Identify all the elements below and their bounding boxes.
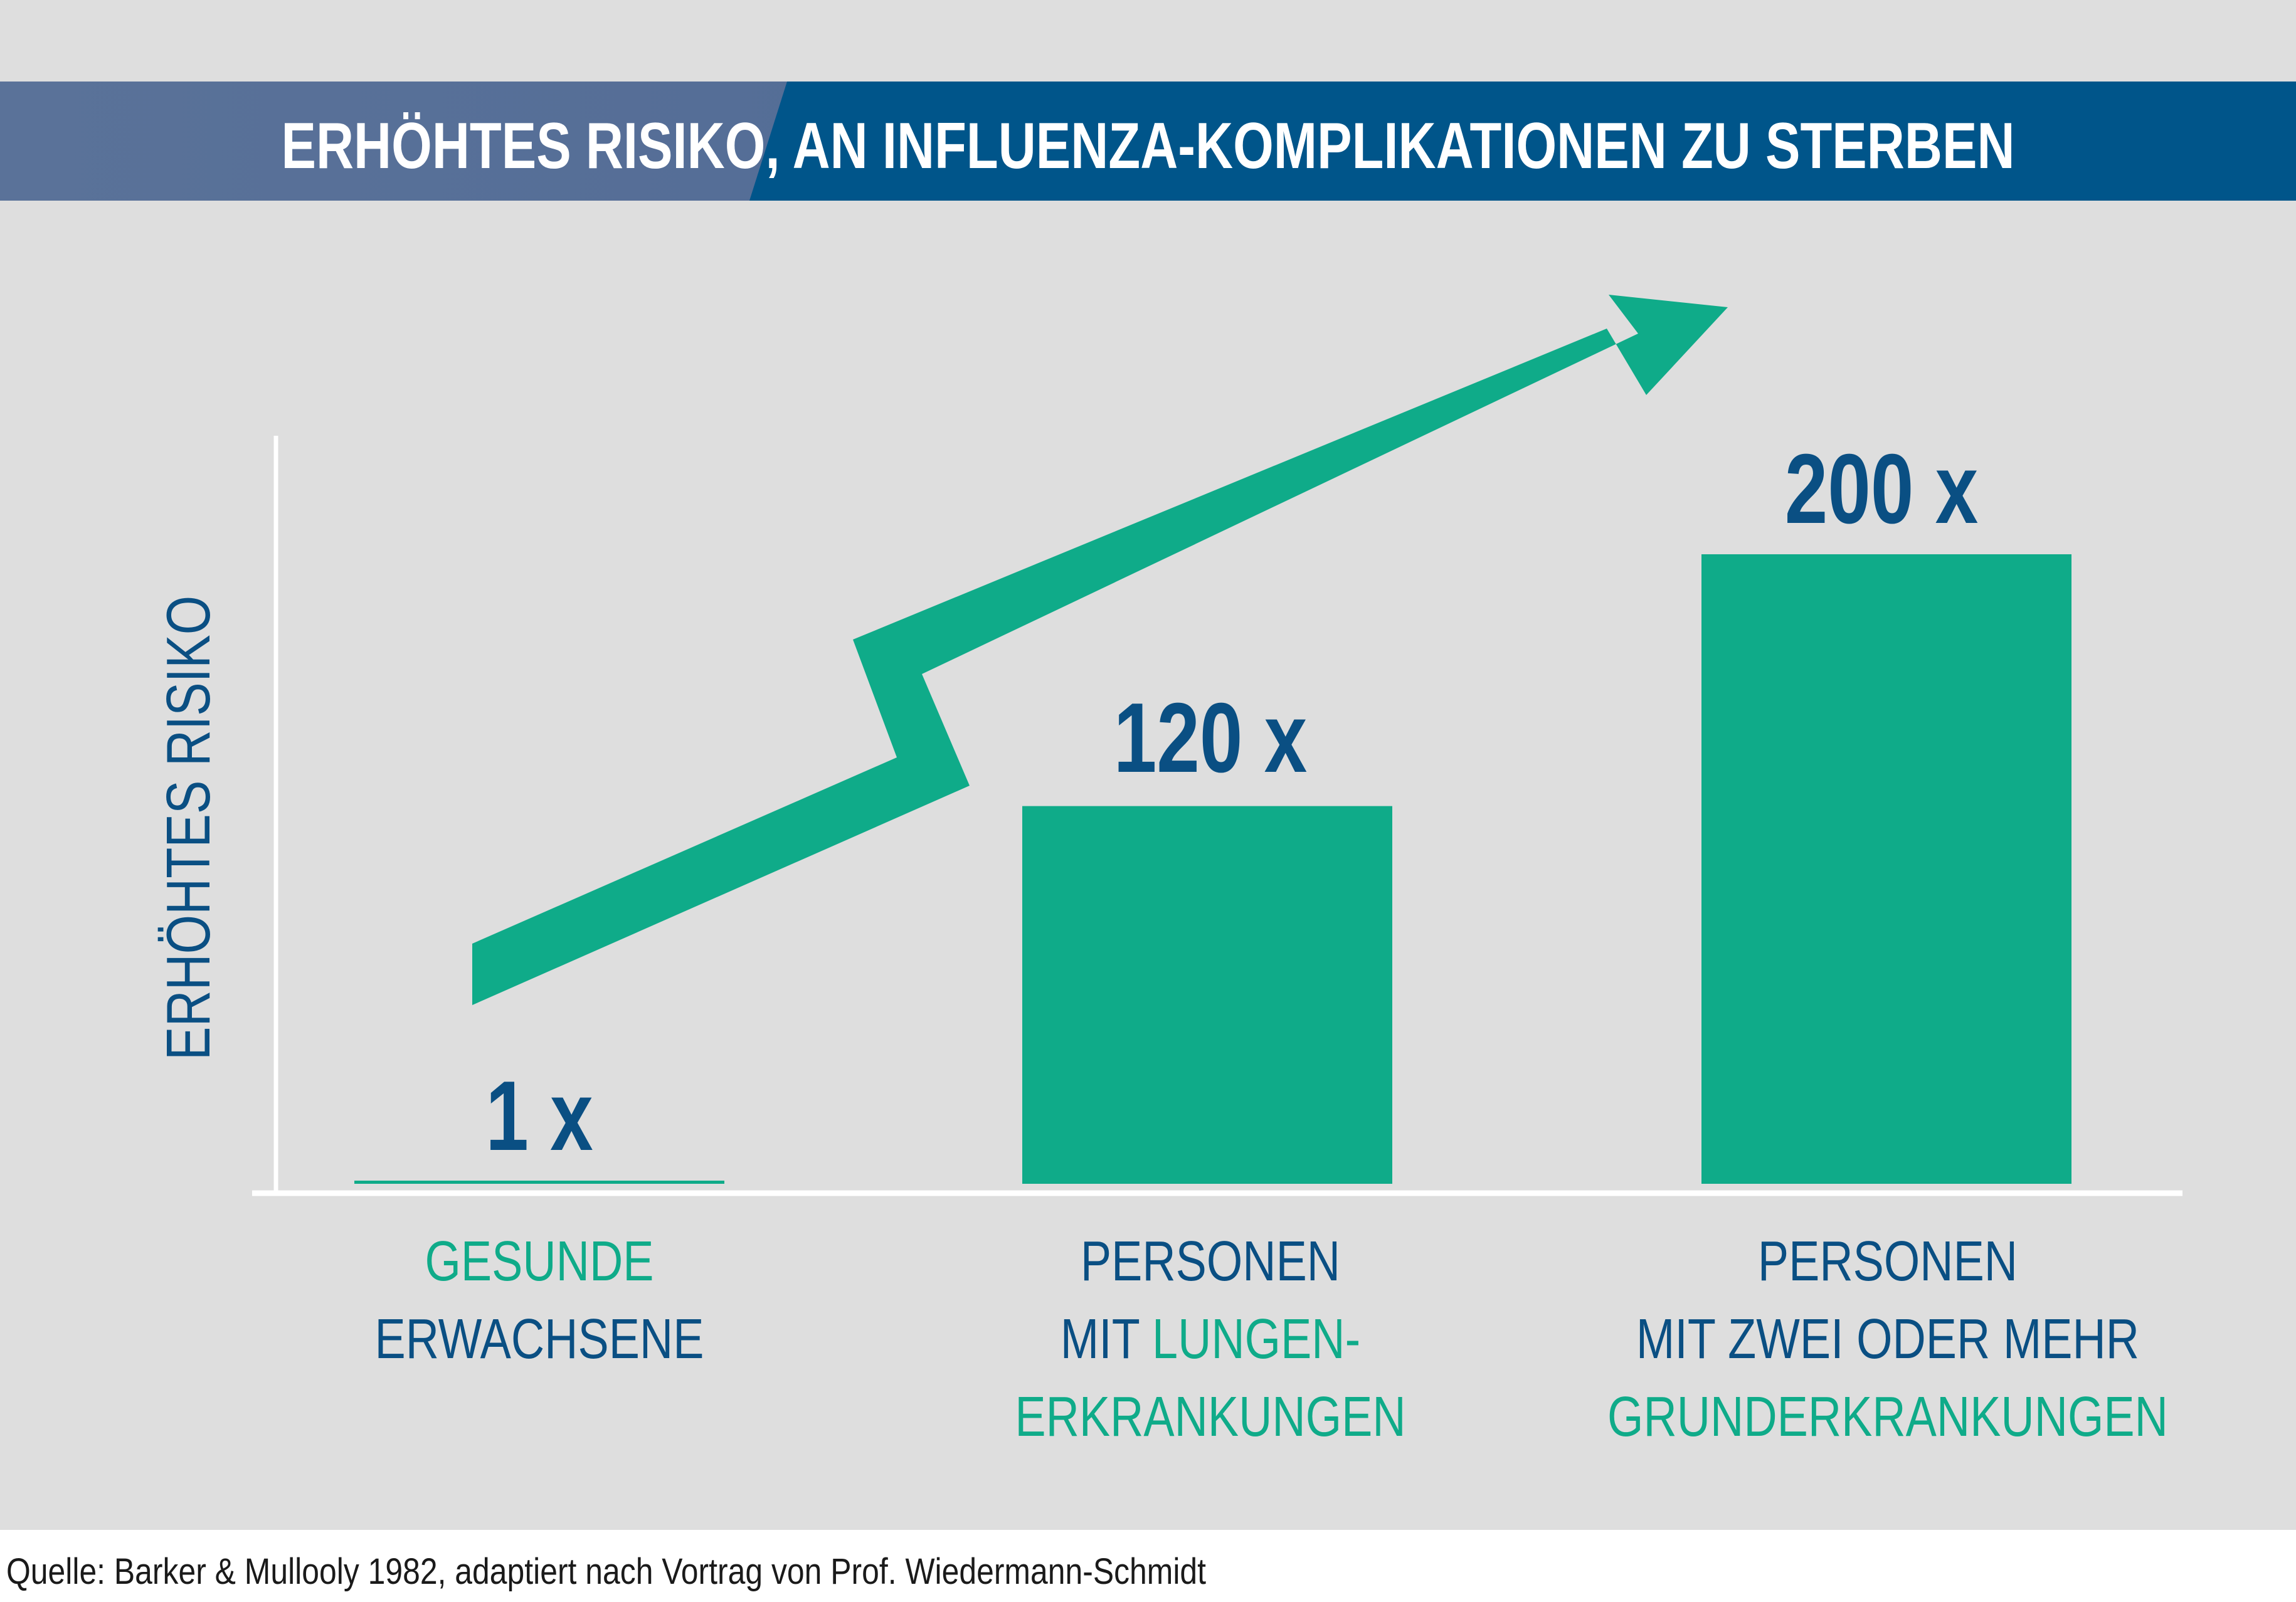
title-banner-dark: [749, 82, 2296, 201]
chart-title: ERHÖHTES RISIKO, AN INFLUENZA-KOMPLIKATI…: [281, 110, 2015, 182]
category-label-multiple-conditions: PERSONEN MIT ZWEI ODER MEHR GRUNDERKRANK…: [1605, 1223, 2171, 1456]
category-line: GESUNDE: [425, 1230, 654, 1293]
value-label-lung-disease: 120 x: [1113, 683, 1308, 793]
trend-arrow-shape: [472, 295, 1728, 1005]
value-label-multiple-conditions: 200 x: [1784, 434, 1979, 544]
source-note: Quelle: Barker & Mullooly 1982, adaptier…: [6, 1551, 1207, 1592]
category-label-healthy-adults: GESUNDE ERWACHSENE: [334, 1223, 745, 1378]
category-line: ERWACHSENE: [374, 1308, 704, 1371]
category-label-lung-disease: PERSONEN MIT LUNGEN- ERKRANKUNGEN: [953, 1223, 1468, 1456]
bar-healthy-adults: [354, 1180, 724, 1184]
category-line-part: MIT: [1060, 1308, 1153, 1371]
category-line-mixed: MIT LUNGEN-: [953, 1300, 1468, 1378]
category-line: GRUNDERKRANKUNGEN: [1607, 1386, 2168, 1448]
category-line: PERSONEN: [1080, 1230, 1341, 1293]
category-line: ERKRANKUNGEN: [1015, 1386, 1406, 1448]
category-line-part: LUNGEN-: [1152, 1308, 1361, 1371]
bar-lung-disease: [1022, 806, 1392, 1184]
infographic: ERHÖHTES RISIKO, AN INFLUENZA-KOMPLIKATI…: [0, 0, 2296, 1530]
category-line: MIT ZWEI ODER MEHR: [1636, 1308, 2140, 1371]
category-line: PERSONEN: [1757, 1230, 2018, 1293]
title-banner: [0, 82, 2296, 201]
value-label-healthy-adults: 1 x: [485, 1061, 593, 1171]
chart: [0, 82, 2296, 1196]
bar-multiple-conditions: [1701, 554, 2071, 1184]
y-axis-label: ERHÖHTES RISIKO: [154, 595, 223, 1060]
bars-group: [354, 554, 2071, 1184]
